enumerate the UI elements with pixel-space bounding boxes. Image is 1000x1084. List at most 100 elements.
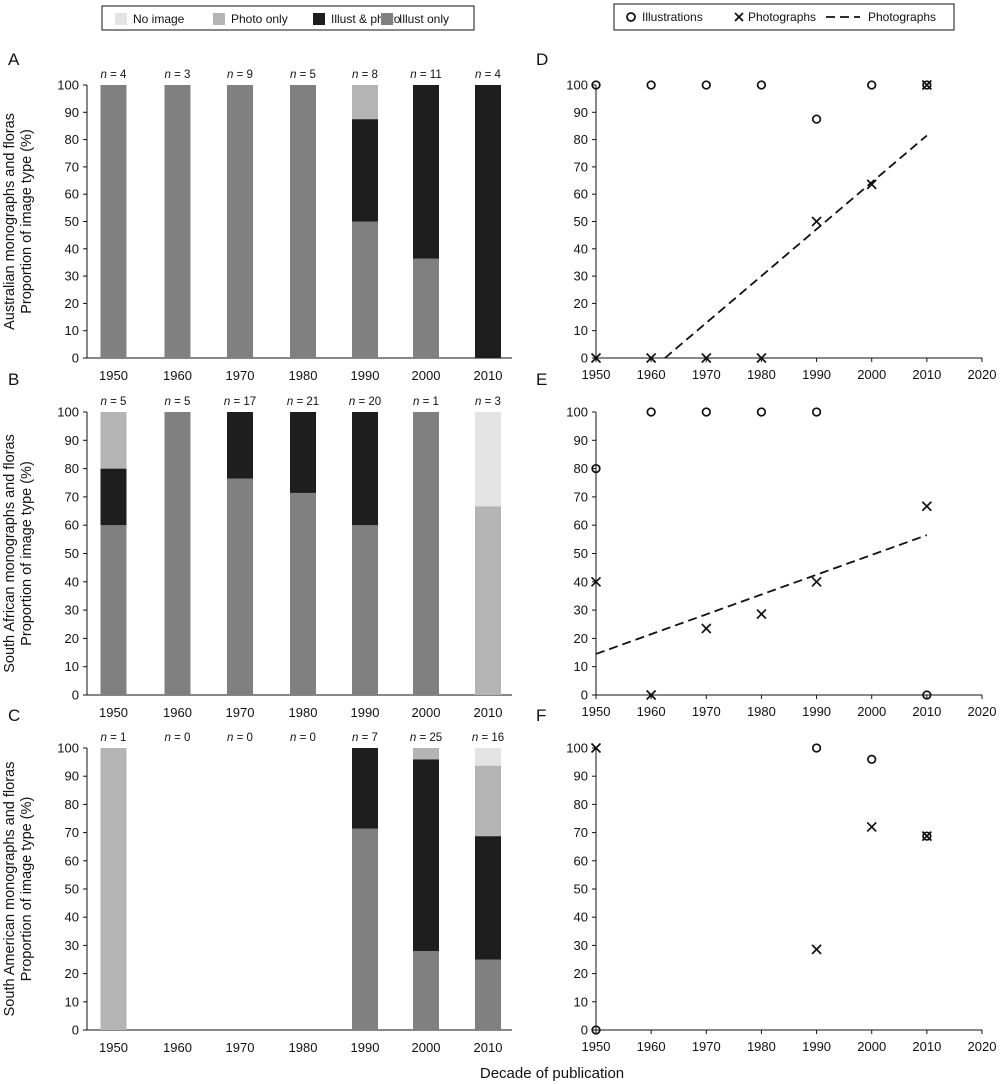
scatter-legend-box (613, 3, 955, 31)
x-tick-label: 2000 (857, 1039, 886, 1054)
y-tick-label: 80 (65, 132, 79, 147)
y-tick-label: 70 (65, 825, 79, 840)
bar-illust-only-1970 (227, 85, 253, 358)
y-tick-label: 100 (566, 78, 588, 93)
point-illustrations-2010 (922, 690, 932, 700)
point-photographs-2000 (866, 821, 877, 833)
legend-swatch-illust-only (381, 13, 393, 25)
x-tick-label: 2010 (912, 1039, 941, 1054)
y-tick-label: 70 (65, 159, 79, 174)
y-tick-label: 30 (65, 938, 79, 953)
cross-stroke (590, 576, 602, 587)
point-illustrations-1990 (811, 407, 822, 417)
panel-f: F 0 10 20 30 40 50 60 70 80 90 100 1950 1960 1970 1980 1… (536, 706, 996, 1054)
y-tick-label: 10 (574, 323, 588, 338)
y-tick-label: 90 (574, 105, 588, 120)
point-photographs-1960 (646, 689, 657, 701)
legend-label-photo-only: Photo only (231, 12, 288, 26)
y-tick-label: 30 (574, 269, 588, 284)
x-axis-title: Decade of publication (480, 1065, 624, 1082)
point-illustrations-1990 (811, 743, 822, 753)
cross-stroke (646, 352, 657, 364)
bar-illust-only-1980 (290, 492, 316, 695)
point-photographs-1950 (590, 352, 602, 364)
y-tick-label: 40 (65, 574, 79, 589)
point-photographs-1950 (590, 742, 602, 754)
n-label: n = 1 (413, 396, 439, 408)
x-tick-label: 2020 (968, 367, 997, 382)
n-label: n = 5 (101, 396, 127, 408)
point-illustrations-1960 (646, 407, 656, 417)
cross-stroke (921, 831, 932, 842)
bar-illust-only-2000 (413, 258, 439, 358)
y-tick-label: 20 (65, 631, 79, 646)
point-illustrations-1990 (811, 114, 822, 124)
y-tick-label: 80 (574, 797, 588, 812)
y-tick-label: 90 (65, 433, 79, 448)
bar-illust-photo-1990 (352, 748, 378, 829)
n-label: n = 9 (227, 69, 253, 81)
point-photographs-1980 (756, 352, 767, 364)
bar-no-image-2010 (475, 748, 501, 766)
x-tick-label: 2020 (968, 704, 997, 719)
n-label: n = 11 (410, 69, 441, 81)
cross-stroke (921, 79, 932, 91)
y-tick-label: 70 (574, 825, 588, 840)
x-tick-label: 1960 (637, 367, 666, 382)
point-illustrations-2000 (867, 754, 877, 764)
point-illustrations-1950 (591, 80, 601, 90)
legend-label-illustrations: Illustrations (642, 10, 703, 24)
y-tick-label: 80 (574, 461, 588, 476)
x-tick-label: 2010 (474, 705, 503, 720)
y-tick-label: 100 (57, 78, 79, 93)
n-label: n = 17 (224, 396, 256, 408)
x-tick-label: 1980 (747, 1039, 776, 1054)
bar-illust-only-1980 (290, 85, 316, 358)
x-tick-label: 1990 (802, 1039, 831, 1054)
bar-illust-only-1990 (352, 828, 378, 1030)
point-illustrations-1980 (756, 407, 767, 417)
x-tick-label: 1980 (289, 368, 318, 383)
cross-stroke (921, 501, 932, 512)
y-tick-label: 60 (65, 518, 79, 533)
y-tick-label: 100 (57, 741, 79, 756)
x-tick-label: 1970 (692, 704, 721, 719)
x-tick-label: 1980 (289, 1040, 318, 1055)
point-photographs-1950 (590, 576, 602, 587)
bar-photo-only-1950 (100, 412, 127, 469)
y-tick-label: 0 (581, 351, 588, 366)
y-tick-label: 40 (574, 241, 588, 256)
legend-label-photographs-trend: Photographs (868, 10, 936, 24)
y-tick-label: 70 (65, 489, 79, 504)
bar-illust-only-1960 (164, 85, 191, 358)
y-tick-label: 10 (574, 659, 588, 674)
x-tick-label: 1950 (99, 705, 128, 720)
bar-illust-photo-1990 (352, 412, 378, 526)
x-tick-label: 1960 (637, 1039, 666, 1054)
x-tick-label: 2000 (412, 1040, 441, 1055)
panel-b: B South African monographs and floras Prop… (2, 370, 512, 720)
y-tick-label: 60 (574, 187, 588, 202)
y-tick-label: 40 (65, 241, 79, 256)
y-tick-label: 20 (574, 966, 588, 981)
y-axis-title-line2: Proportion of image type (%) (19, 797, 35, 982)
cross-stroke (756, 352, 767, 364)
x-tick-label: 1950 (582, 1039, 611, 1054)
y-tick-label: 70 (574, 489, 588, 504)
y-tick-label: 80 (574, 132, 588, 147)
cross-stroke (811, 576, 822, 587)
trendline-photographs (664, 134, 928, 359)
point-illustrations-1970 (701, 407, 711, 417)
bar-illust-only-1970 (227, 478, 253, 695)
x-tick-label: 2010 (474, 1040, 503, 1055)
y-tick-label: 0 (581, 1023, 588, 1038)
x-tick-label: 1970 (226, 1040, 255, 1055)
bar-illust-photo-2010 (475, 836, 501, 960)
bar-illust-only-1950 (100, 85, 127, 358)
bar-illust-photo-1980 (290, 412, 316, 493)
x-tick-label: 1950 (582, 367, 611, 382)
y-tick-label: 60 (574, 518, 588, 533)
n-label: n = 3 (165, 69, 191, 81)
scatter-legend: Illustrations Photographs Photographs (613, 3, 955, 31)
x-tick-label: 2010 (474, 368, 503, 383)
